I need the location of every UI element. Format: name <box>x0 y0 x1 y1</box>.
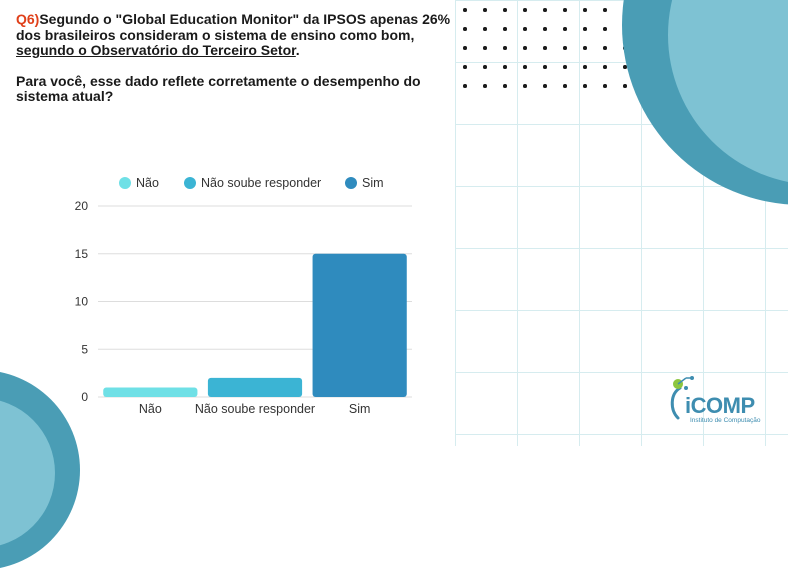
dot <box>483 8 487 12</box>
dot <box>563 27 567 31</box>
question-prompt: Para você, esse dado reflete corretament… <box>16 72 421 104</box>
dot <box>483 84 487 88</box>
question-number: Q6) <box>16 11 40 27</box>
x-tick-label: Não soube responder <box>195 402 315 416</box>
dot <box>623 65 627 69</box>
question-end: . <box>295 42 300 58</box>
bar-chart: 0 5 10 15 20 Não Não soube responder Sim Não Não … <box>75 176 412 416</box>
dot <box>503 27 507 31</box>
dot <box>463 46 467 50</box>
dot <box>463 65 467 69</box>
dot <box>603 84 607 88</box>
dot <box>543 46 547 50</box>
legend-swatch <box>184 177 196 189</box>
legend-swatch <box>119 177 131 189</box>
dot <box>563 84 567 88</box>
logo-subtitle: Instituto de Computação <box>690 417 761 424</box>
dot <box>623 84 627 88</box>
dot <box>603 65 607 69</box>
dot <box>603 8 607 12</box>
dot <box>463 84 467 88</box>
dot <box>523 27 527 31</box>
dot <box>563 65 567 69</box>
dot <box>483 65 487 69</box>
legend-swatch <box>345 177 357 189</box>
dot <box>503 84 507 88</box>
dot <box>523 84 527 88</box>
y-tick-label: 0 <box>81 390 88 404</box>
dot <box>583 27 587 31</box>
dot <box>483 46 487 50</box>
dot <box>583 8 587 12</box>
icomp-logo-icon <box>670 376 694 420</box>
y-tick-label: 10 <box>75 295 89 309</box>
dot <box>463 8 467 12</box>
dot-pattern <box>463 8 633 94</box>
legend-label: Não soube responder <box>201 176 321 190</box>
dot <box>563 46 567 50</box>
dot <box>543 84 547 88</box>
dot <box>463 27 467 31</box>
dot <box>483 27 487 31</box>
y-tick-label: 15 <box>75 247 89 261</box>
question-block: Q6)Segundo o "Global Education Monitor" … <box>16 11 456 105</box>
bar <box>312 253 407 397</box>
dot <box>523 65 527 69</box>
dot <box>583 84 587 88</box>
legend-label: Sim <box>362 176 384 190</box>
bar <box>207 377 303 397</box>
logo-name: iCOMP <box>685 393 755 418</box>
legend-label: Não <box>136 176 159 190</box>
dot <box>583 46 587 50</box>
dot <box>523 8 527 12</box>
dot <box>503 8 507 12</box>
dot <box>603 46 607 50</box>
dot <box>603 27 607 31</box>
question-source: segundo o Observatório do Terceiro Setor <box>16 42 296 58</box>
x-tick-label: Sim <box>349 402 371 416</box>
question-text: Segundo o "Global Education Monitor" da … <box>16 11 451 43</box>
dot <box>583 65 587 69</box>
x-tick-label: Não <box>139 402 162 416</box>
dot <box>563 8 567 12</box>
dot <box>503 65 507 69</box>
dot <box>543 8 547 12</box>
dot <box>523 46 527 50</box>
dot <box>503 46 507 50</box>
dot <box>543 27 547 31</box>
y-tick-label: 20 <box>75 199 89 213</box>
y-tick-label: 5 <box>81 342 88 356</box>
dot <box>543 65 547 69</box>
bar <box>103 387 198 397</box>
